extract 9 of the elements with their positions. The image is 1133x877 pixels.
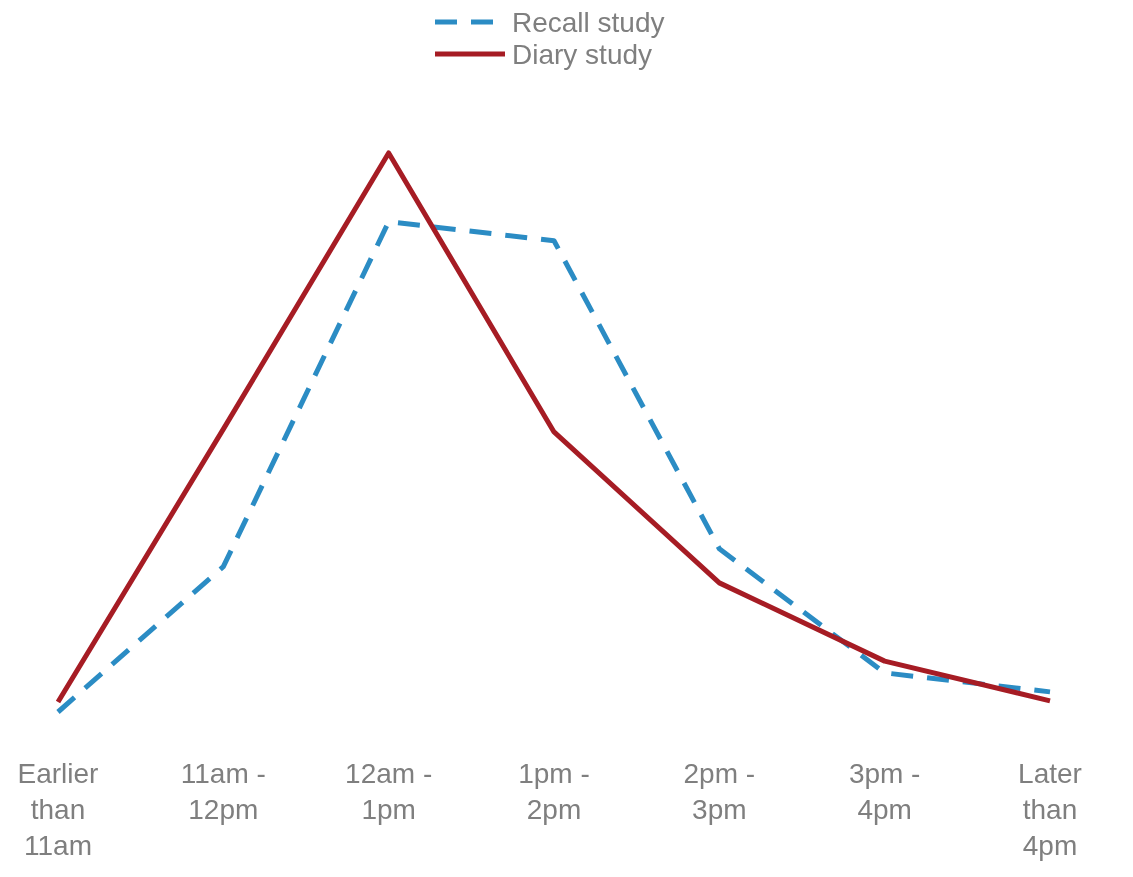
x-tick-label: 2pm - 3pm: [683, 758, 756, 825]
x-tick-label: 12am - 1pm: [345, 758, 433, 825]
x-tick-label: Earlier than 11am: [17, 758, 99, 861]
x-tick-label: 11am - 12pm: [180, 758, 266, 825]
legend-label: Recall study: [512, 6, 665, 38]
x-tick-label: Later than 4pm: [1018, 758, 1082, 861]
legend-label: Diary study: [512, 38, 653, 70]
x-tick-label: 1pm - 2pm: [518, 758, 590, 825]
x-tick-label: 3pm - 4pm: [848, 758, 921, 825]
